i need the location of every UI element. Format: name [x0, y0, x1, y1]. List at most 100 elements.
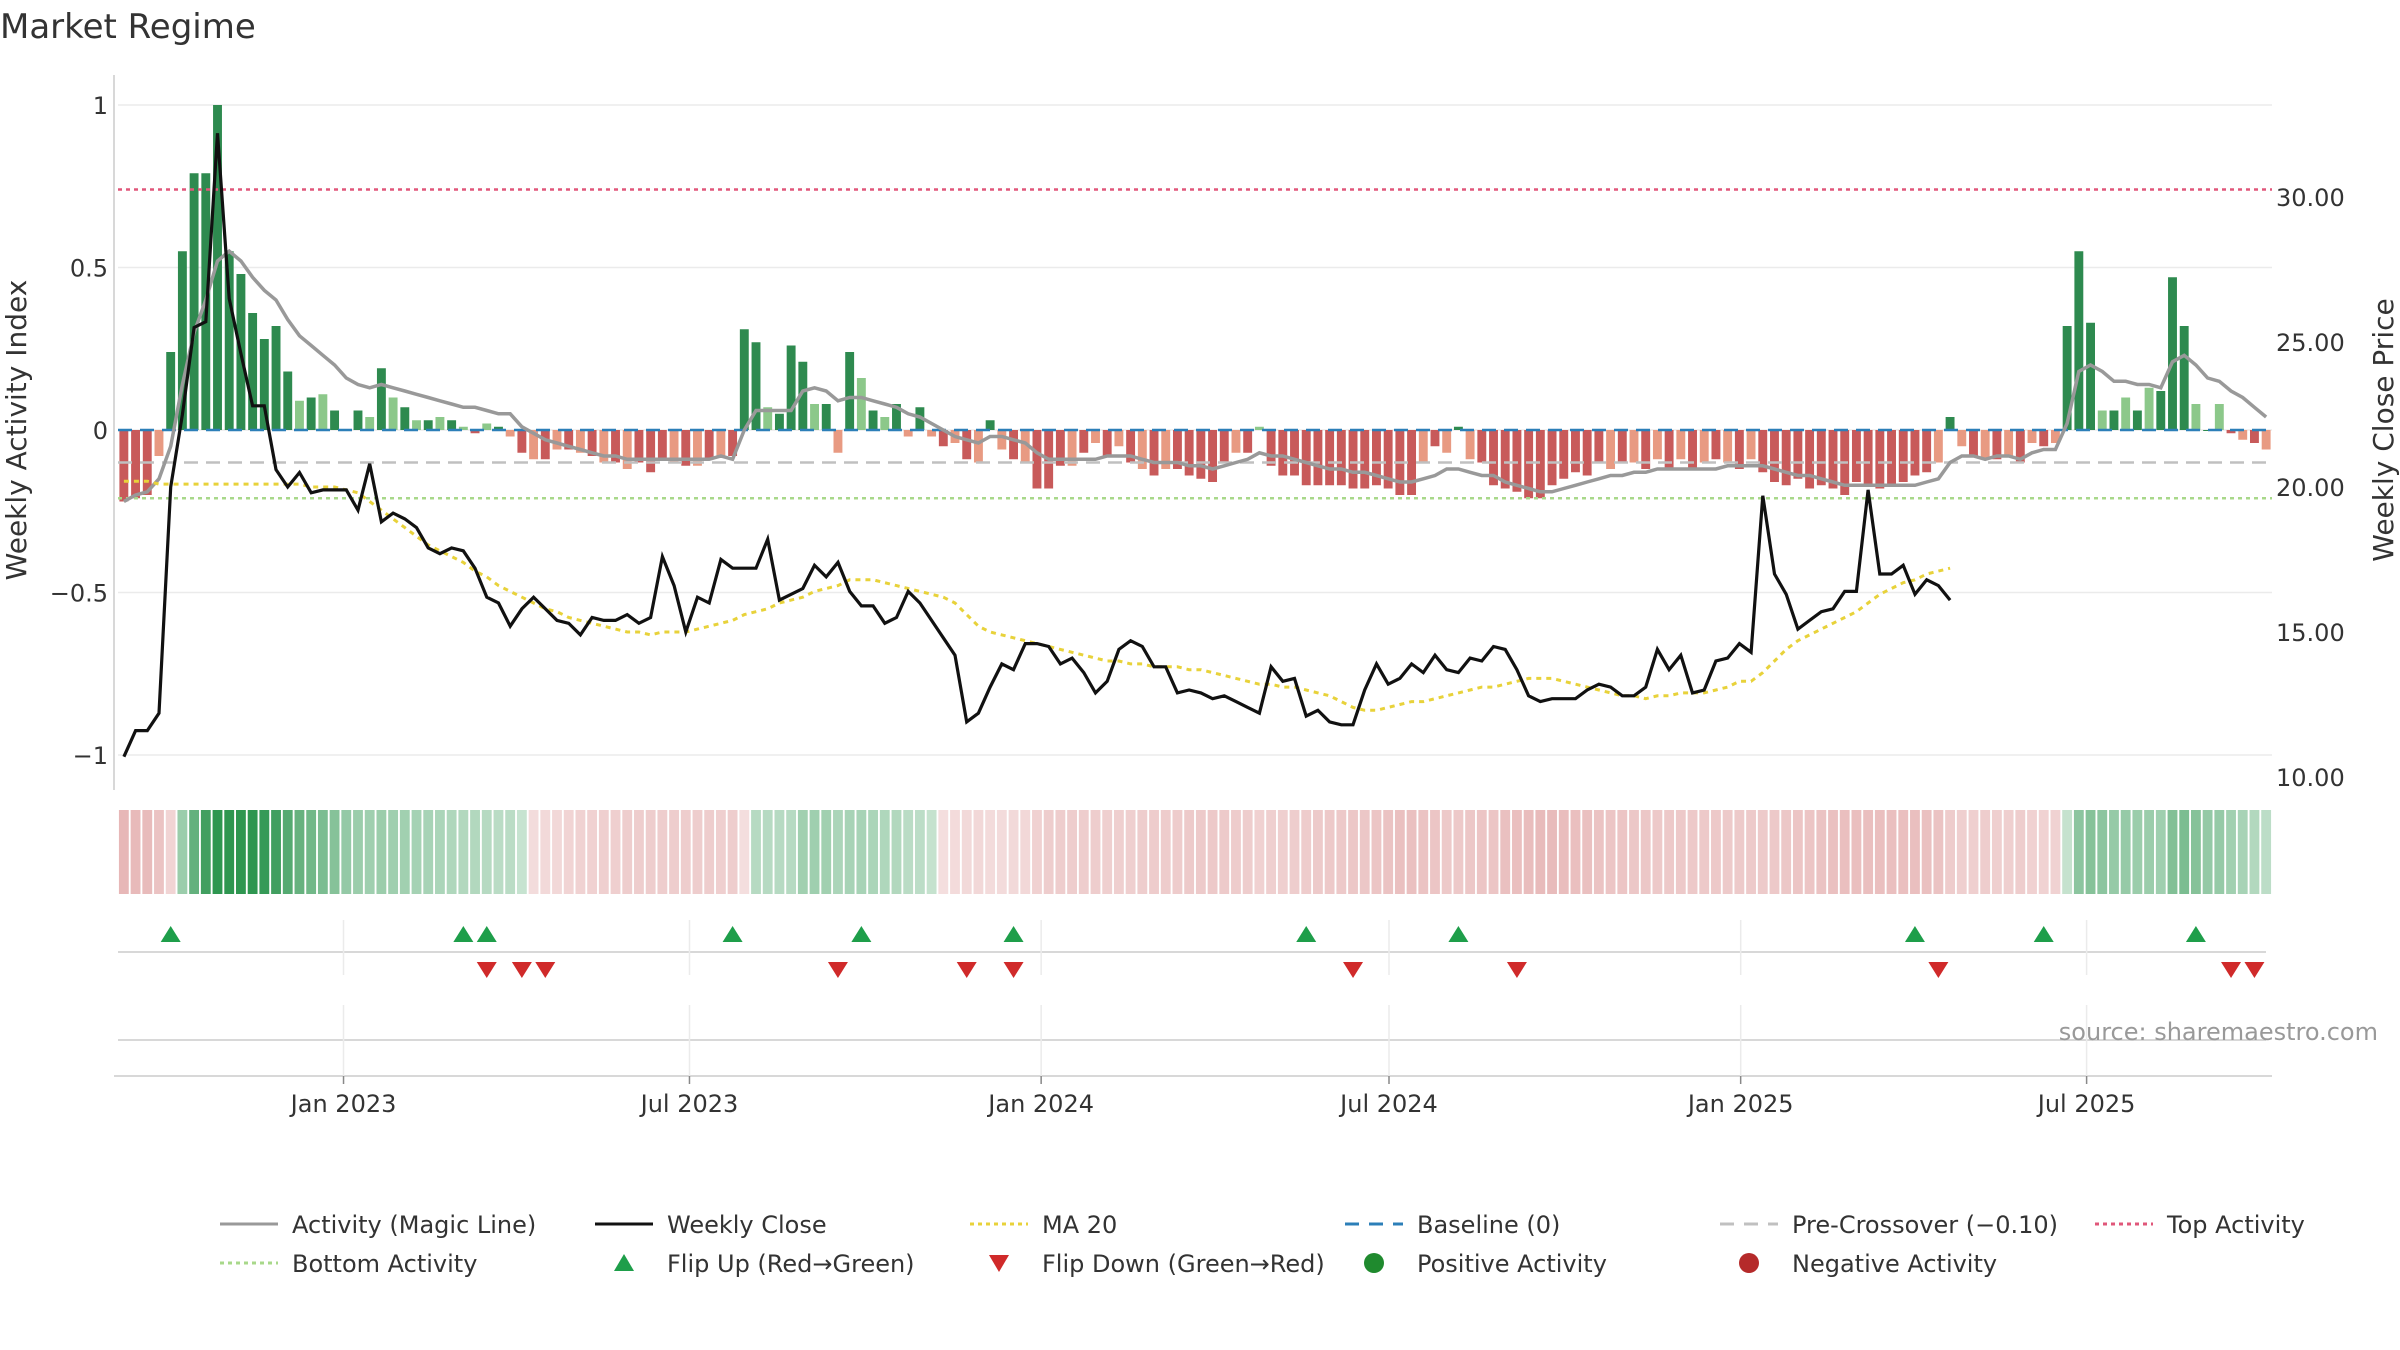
regime-cell — [1313, 810, 1323, 894]
regime-cell — [1043, 810, 1054, 894]
activity-bar — [2004, 430, 2014, 456]
regime-cell — [1067, 810, 1077, 894]
activity-bar — [248, 313, 258, 430]
activity-bar — [1055, 430, 1065, 466]
regime-cell — [1629, 810, 1639, 894]
legend-label: Pre-Crossover (−0.10) — [1792, 1211, 2058, 1239]
regime-cell — [2167, 810, 2178, 894]
regime-cell — [1804, 810, 1815, 894]
regime-cell — [1160, 810, 1171, 894]
legend-label: Weekly Close — [667, 1211, 827, 1239]
activity-bar — [1020, 430, 1030, 463]
activity-bar — [1336, 430, 1346, 486]
flip-down-marker — [1003, 962, 1024, 978]
activity-bar — [540, 430, 550, 460]
regime-cell — [1394, 810, 1405, 894]
flip-down-marker — [1343, 962, 1364, 978]
regime-cell — [1418, 810, 1429, 894]
x-tick-label: Jul 2023 — [639, 1090, 739, 1118]
activity-bar — [412, 420, 421, 430]
activity-bar — [1816, 430, 1826, 486]
regime-cell — [200, 810, 211, 894]
flip-up-marker — [1296, 926, 1317, 942]
regime-cell — [2109, 810, 2119, 894]
regime-cell — [1558, 810, 1569, 894]
activity-bar — [166, 352, 176, 430]
regime-cell — [786, 810, 797, 894]
regime-cell — [189, 810, 200, 894]
activity-bar — [1489, 430, 1498, 486]
activity-bar — [1887, 430, 1896, 486]
activity-bar — [587, 430, 597, 456]
activity-bar — [845, 352, 855, 430]
regime-cell — [938, 810, 949, 894]
regime-cell — [715, 810, 726, 894]
regime-cell — [446, 810, 457, 894]
activity-bar — [1184, 430, 1194, 476]
activity-bar — [1172, 430, 1182, 469]
regime-cell — [2214, 810, 2225, 894]
y-axis-left-label: Weekly Activity Index — [0, 280, 33, 581]
reference-lines — [118, 188, 2272, 500]
activity-bar — [868, 410, 878, 430]
flip-down-marker — [511, 962, 532, 978]
regime-cell — [1757, 810, 1768, 894]
regime-cell — [1512, 810, 1522, 894]
regime-cell — [1980, 810, 1991, 894]
regime-cell — [1792, 810, 1803, 894]
regime-cell — [1535, 810, 1546, 894]
regime-cell — [493, 810, 504, 894]
legend-swatch — [989, 1255, 1009, 1272]
regime-cell — [1582, 810, 1593, 894]
regime-cell — [2144, 810, 2154, 894]
regime-cell — [914, 810, 925, 894]
regime-cell — [364, 810, 375, 894]
legend-item: Pre-Crossover (−0.10) — [1720, 1211, 2058, 1239]
activity-bar — [400, 407, 410, 430]
activity-bar — [681, 430, 691, 466]
regime-cell — [329, 810, 340, 894]
activity-bar — [1664, 430, 1674, 469]
regime-cell — [563, 810, 574, 894]
activity-bar — [458, 426, 468, 430]
activity-bar — [330, 410, 340, 430]
activity-bar — [1781, 430, 1791, 486]
regime-cell — [552, 810, 562, 894]
regime-cell — [1991, 810, 2002, 894]
regime-cell — [1242, 810, 1253, 894]
activity-bar — [2027, 430, 2037, 443]
regime-cell — [481, 810, 492, 894]
activity-bar — [1500, 430, 1510, 489]
regime-cell — [1769, 810, 1780, 894]
regime-cell — [1476, 810, 1487, 894]
flip-down-marker — [1928, 962, 1949, 978]
activity-bar — [154, 430, 164, 456]
regime-cell — [1617, 810, 1628, 894]
activity-bar — [1290, 430, 1299, 476]
regime-cell — [1032, 810, 1042, 894]
activity-bar — [2062, 326, 2072, 430]
activity-bar — [1208, 430, 1218, 482]
regime-cell — [516, 810, 527, 894]
activity-bar — [470, 430, 480, 434]
activity-bar — [2074, 251, 2084, 430]
regime-cell — [1137, 810, 1148, 894]
y-right-tick-label: 25.00 — [2276, 329, 2345, 357]
regime-cell — [1277, 810, 1288, 894]
regime-cell — [1441, 810, 1452, 894]
regime-cell — [271, 810, 281, 894]
activity-bar — [2086, 322, 2095, 430]
magic-line — [123, 248, 2268, 504]
activity-bar — [1559, 430, 1569, 479]
activity-bar — [1535, 430, 1545, 499]
regime-cell — [1722, 810, 1733, 894]
y-left-tick-label: 0 — [93, 417, 108, 445]
legend-swatch — [1739, 1253, 1759, 1273]
regime-cell — [2015, 810, 2026, 894]
activity-bar — [1091, 430, 1100, 443]
activity-bar — [2249, 430, 2259, 443]
regime-cell — [903, 810, 914, 894]
regime-cell — [821, 810, 832, 894]
regime-cell — [575, 810, 586, 894]
regime-cell — [634, 810, 644, 894]
